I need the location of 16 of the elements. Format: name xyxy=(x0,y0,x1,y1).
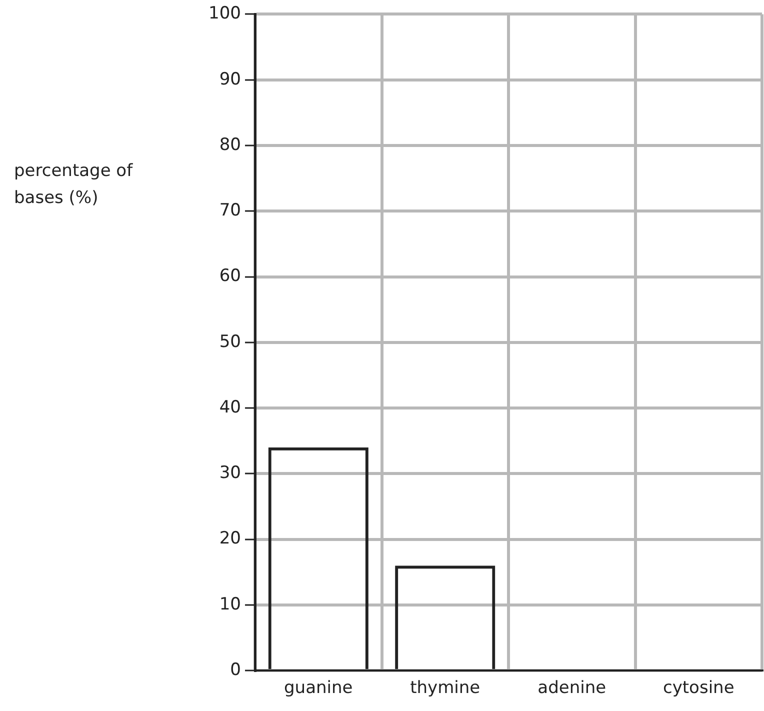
y-tick-label: 80 xyxy=(219,134,241,155)
y-tick-label: 90 xyxy=(219,69,241,90)
x-tick-label: adenine xyxy=(538,678,606,698)
y-tick-label: 50 xyxy=(219,332,241,352)
y-tick-label: 60 xyxy=(219,266,241,286)
y-tick-label: 30 xyxy=(219,463,241,484)
y-tick-label: 100 xyxy=(208,4,241,24)
y-tick-label: 0 xyxy=(230,660,241,680)
x-tick-label: guanine xyxy=(284,678,353,698)
y-tick-label: 20 xyxy=(219,528,241,549)
y-tick-label: 70 xyxy=(219,200,241,221)
y-tick-label: 40 xyxy=(219,397,241,418)
y-tick-label: 10 xyxy=(219,594,241,614)
x-tick-label: cytosine xyxy=(662,678,734,698)
y-axis-title: percentage of bases (%) xyxy=(14,160,134,210)
x-tick-label: thymine xyxy=(410,678,480,698)
